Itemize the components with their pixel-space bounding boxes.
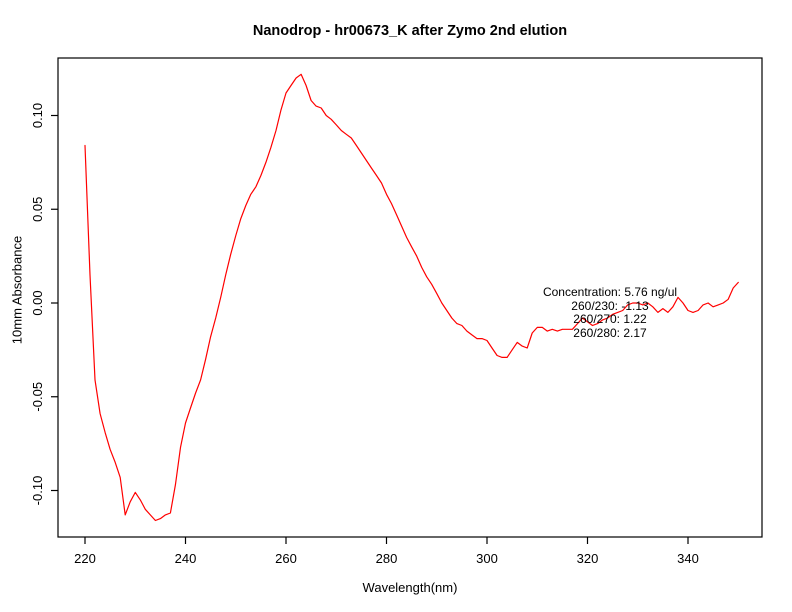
y-tick-label: 0.10 [30, 103, 45, 128]
x-tick-label: 220 [74, 551, 96, 566]
y-tick-label: -0.10 [30, 476, 45, 506]
annotation-concentration: Concentration: 5.76 ng/ul [542, 285, 678, 299]
y-tick-label: 0.00 [30, 290, 45, 315]
y-tick-label: 0.05 [30, 197, 45, 222]
x-tick-label: 280 [376, 551, 398, 566]
annotation-ratio-260-230: 260/230: -1.13 [571, 298, 649, 313]
annotation-ratio-260-280: 260/280: 2.17 [573, 326, 647, 341]
plot-box [57, 57, 763, 538]
chart-title: Nanodrop - hr00673_K after Zymo 2nd elut… [252, 23, 568, 39]
x-tick-label: 240 [175, 551, 197, 566]
annotation-ratio-260-270: 260/270: 1.22 [573, 312, 647, 327]
x-tick-label: 260 [275, 551, 297, 566]
x-tick-label: 340 [677, 551, 699, 566]
plot-box-frame [57, 57, 763, 538]
x-tick-label: 300 [476, 551, 498, 566]
y-axis-ticks: -0.10 -0.05 0.00 0.05 0.10 [30, 103, 58, 505]
spectrum-series [84, 73, 739, 522]
measurement-annotation: Concentration: 5.76 ng/ul 260/230: -1.13… [542, 285, 678, 341]
y-tick-label: -0.05 [30, 382, 45, 412]
y-axis-label-text: 10mm Absorbance [9, 235, 25, 345]
x-tick-label: 320 [577, 551, 599, 566]
x-axis-ticks: 220 240 260 280 300 320 340 [74, 537, 699, 566]
x-axis-label: Wavelength(nm) [362, 580, 458, 595]
spectrum-line [84, 73, 739, 522]
